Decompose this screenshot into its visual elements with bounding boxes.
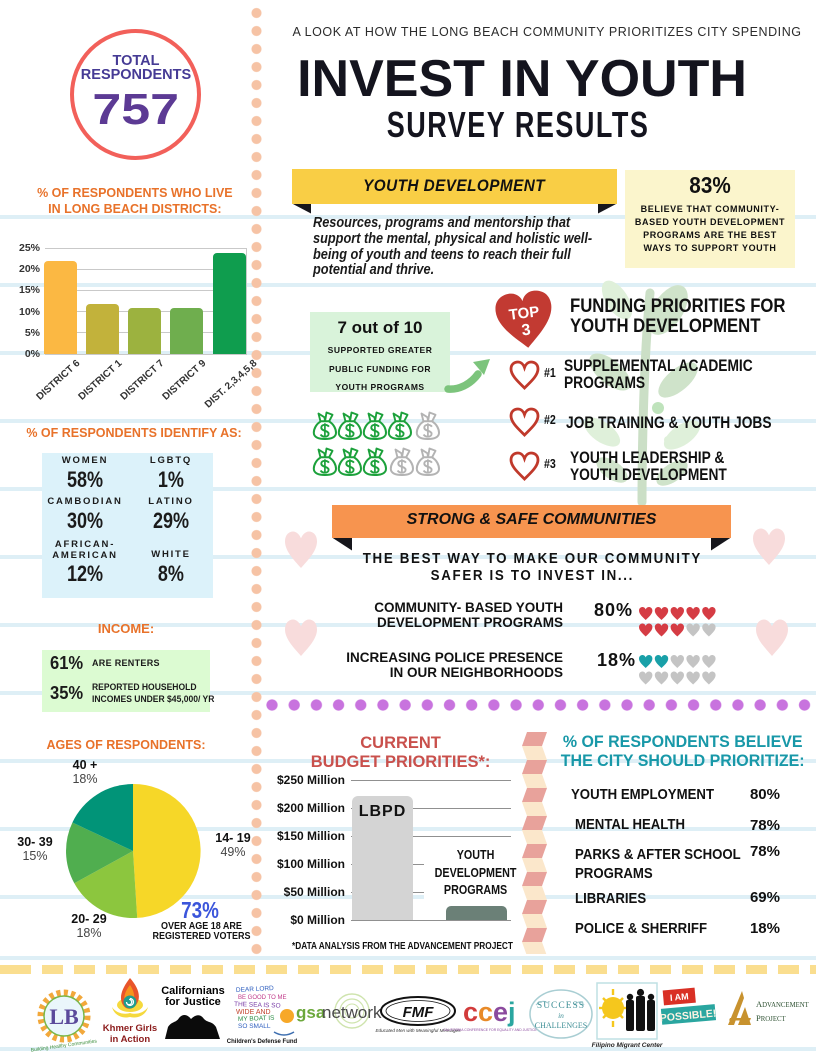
- svg-text:Californians: Californians: [161, 985, 225, 997]
- svg-text:for Justice: for Justice: [165, 996, 221, 1008]
- svg-text:BE GOOD TO ME: BE GOOD TO ME: [238, 995, 286, 1001]
- svg-text:POSSIBLE!: POSSIBLE!: [659, 1008, 716, 1025]
- svg-text:Children's Defense Fund: Children's Defense Fund: [227, 1039, 298, 1045]
- svg-text:CALIFORNIA CONFERENCE FOR EQUA: CALIFORNIA CONFERENCE FOR EQUALITY AND J…: [443, 1028, 537, 1032]
- svg-text:LB: LB: [49, 1004, 79, 1029]
- svg-text:THE SEA IS SO: THE SEA IS SO: [234, 1001, 281, 1010]
- svg-text:Educated Men with Meaningful M: Educated Men with Meaningful Messages: [375, 1028, 461, 1033]
- svg-text:c: c: [463, 997, 478, 1027]
- svg-text:network: network: [322, 1003, 382, 1022]
- svg-text:Filipino Migrant Center: Filipino Migrant Center: [592, 1042, 663, 1049]
- svg-text:I AM: I AM: [670, 991, 689, 1003]
- svg-text:SO SMALL: SO SMALL: [238, 1023, 271, 1030]
- svg-text:Building Healthy Communities: Building Healthy Communities: [30, 1038, 97, 1053]
- svg-text:ADVANCEMENT: ADVANCEMENT: [756, 999, 810, 1009]
- svg-text:PROJECT: PROJECT: [756, 1013, 787, 1023]
- svg-text:TOP: TOP: [508, 303, 540, 324]
- svg-text:MY BOAT IS: MY BOAT IS: [238, 1015, 275, 1023]
- svg-text:DEAR LORD: DEAR LORD: [236, 985, 275, 994]
- svg-text:WIDE AND: WIDE AND: [236, 1009, 271, 1016]
- svg-text:in: in: [558, 1011, 564, 1020]
- svg-text:in Action: in Action: [110, 1034, 150, 1045]
- svg-text:c: c: [478, 997, 493, 1027]
- svg-text:FMF: FMF: [403, 1004, 435, 1021]
- svg-text:gsa: gsa: [296, 1003, 326, 1022]
- svg-text:3: 3: [521, 321, 532, 339]
- svg-text:SUCCESS: SUCCESS: [537, 1001, 585, 1011]
- svg-text:Khmer Girls: Khmer Girls: [103, 1023, 157, 1034]
- svg-text:CHALLENGES: CHALLENGES: [535, 1021, 587, 1030]
- svg-text:e: e: [493, 997, 508, 1027]
- svg-text:j: j: [507, 997, 516, 1027]
